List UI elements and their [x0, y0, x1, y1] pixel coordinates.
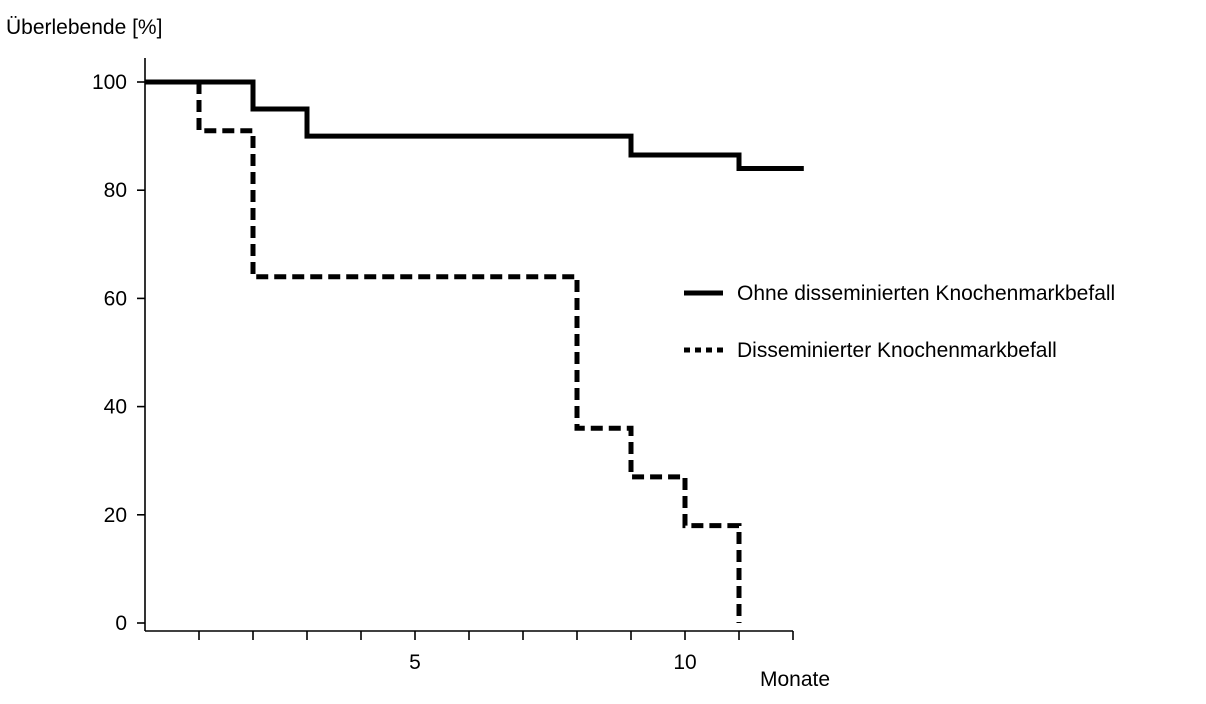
x-tick-label: 5 [409, 651, 421, 674]
y-tick-label: 80 [104, 179, 127, 202]
series-line-ohne-befall [145, 79, 804, 172]
legend-label: Disseminierter Knochenmarkbefall [737, 339, 1057, 362]
x-axis-title: Monate [760, 668, 831, 691]
y-tick-label: 20 [104, 504, 127, 527]
legend: Ohne disseminierten Knochenmarkbefall Dis… [684, 282, 1115, 362]
series-line-disseminiert [145, 79, 742, 623]
y-tick-label: 40 [104, 396, 127, 419]
x-tick-label: 10 [673, 651, 696, 674]
legend-label: Ohne disseminierten Knochenmarkbefall [737, 282, 1115, 305]
y-tick-label: 0 [115, 612, 127, 635]
series-layer [145, 79, 804, 623]
y-tick-label: 60 [104, 287, 127, 310]
y-tick-label: 100 [92, 71, 127, 94]
y-axis-title: Überlebende [%] [6, 16, 163, 39]
axes: 0 20 40 60 80 100 5 10 [92, 58, 794, 674]
